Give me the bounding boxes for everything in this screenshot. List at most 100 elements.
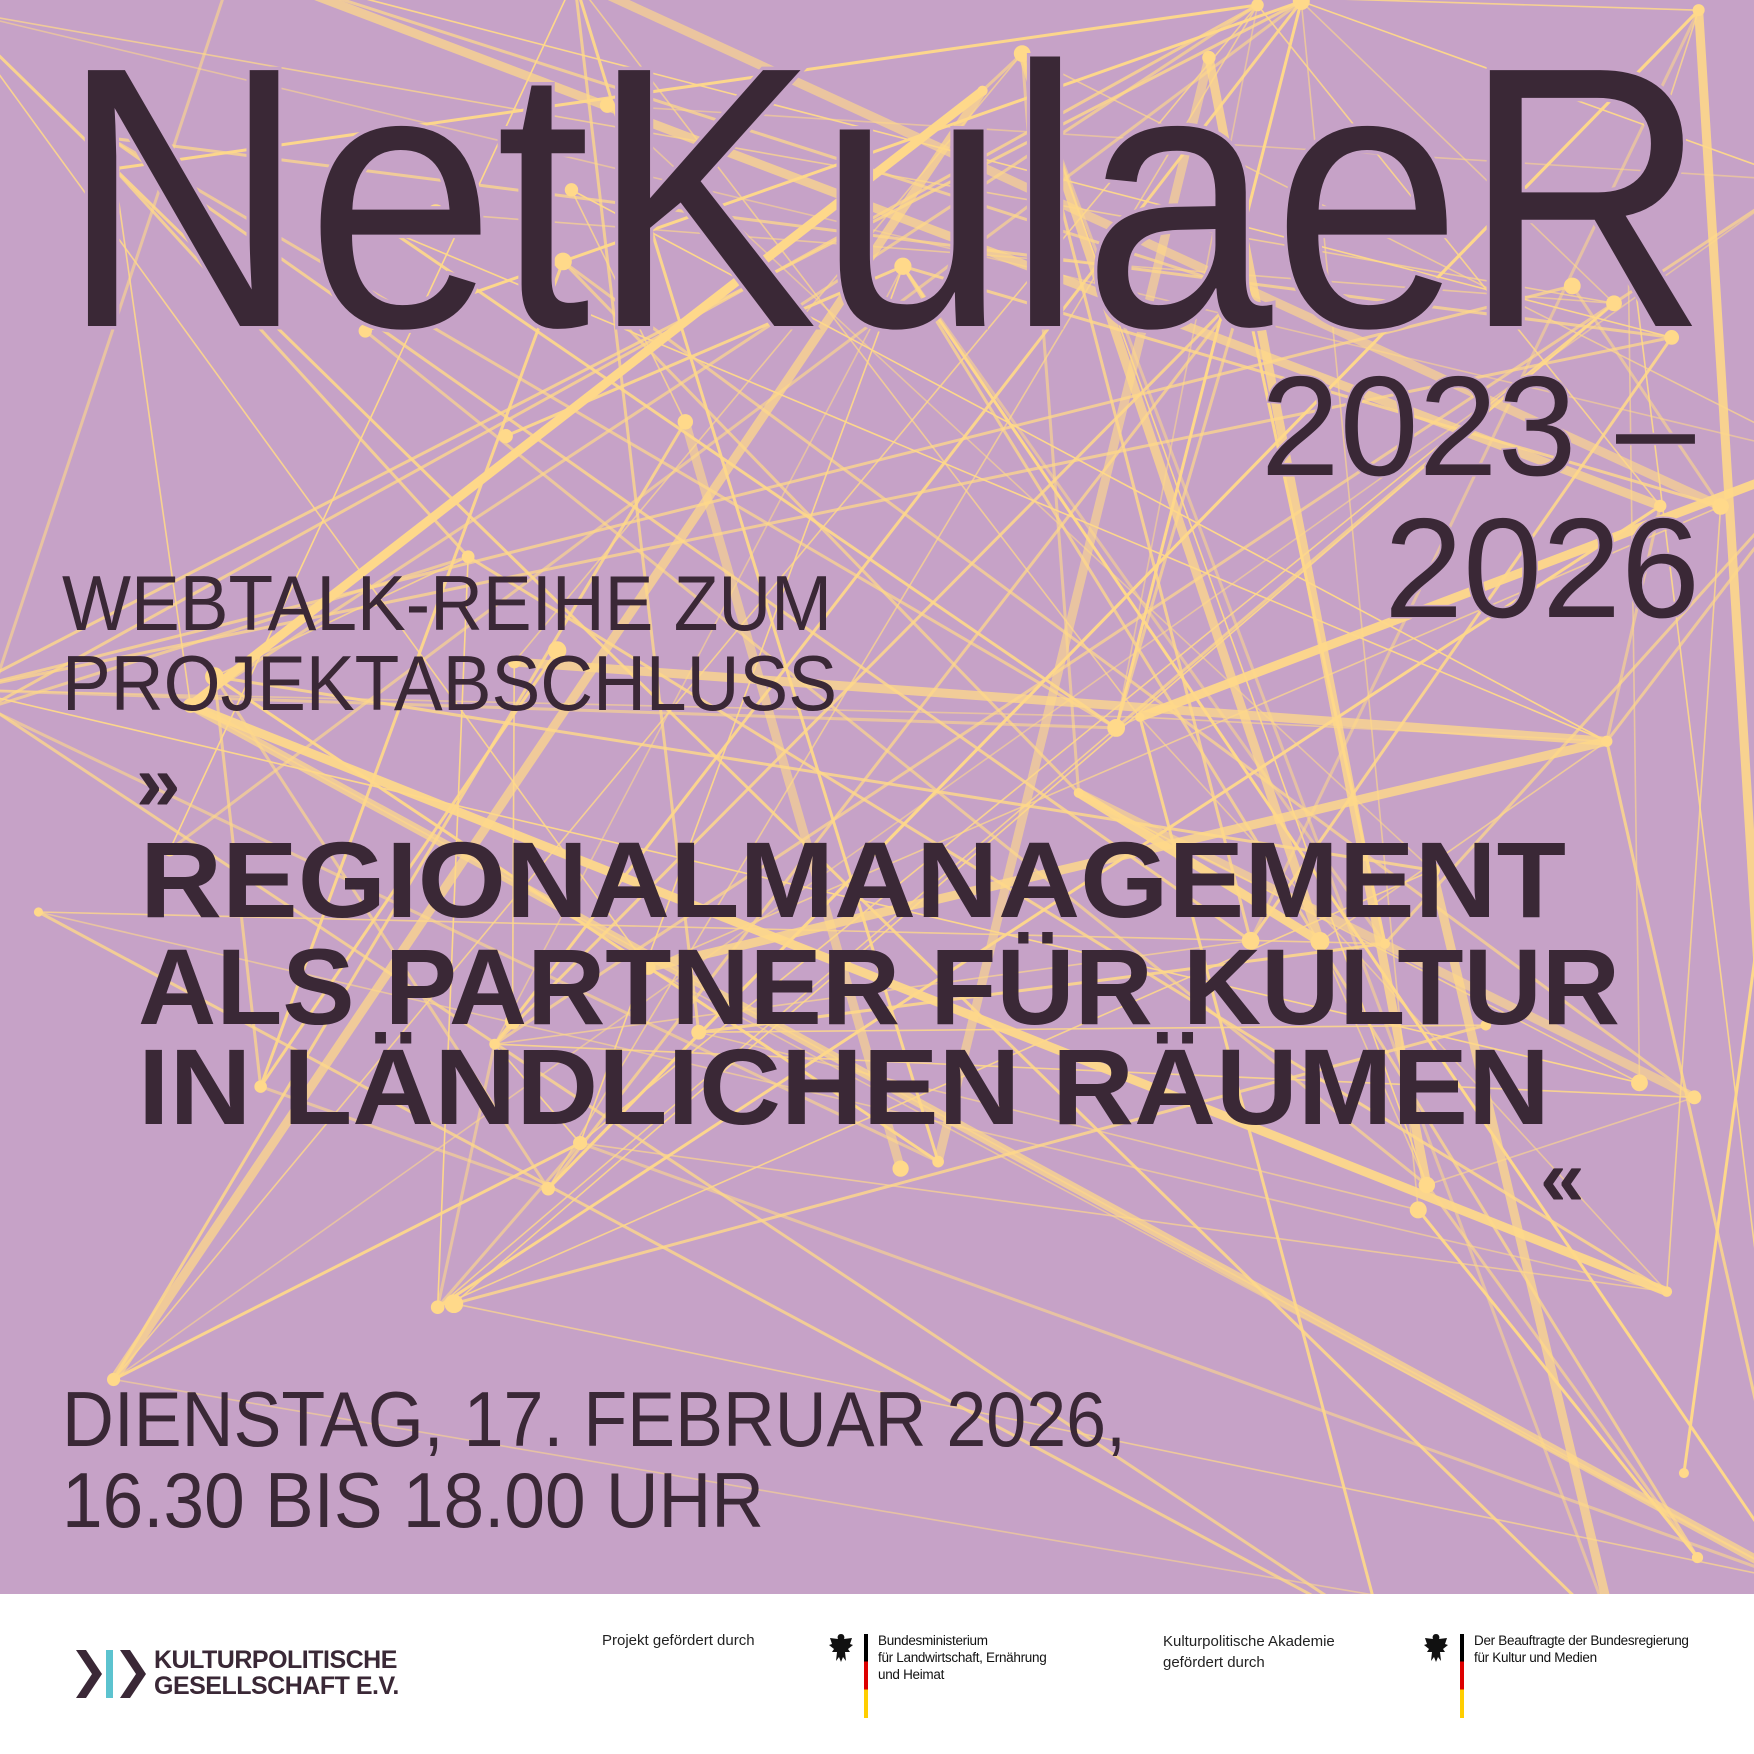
federal-eagle-icon [1424,1634,1448,1662]
network-line [1694,9,1754,975]
network-line [214,556,469,678]
network-node [1310,932,1330,951]
network-node [1622,220,1634,233]
network-line [1204,56,1432,1186]
network-node [106,1372,121,1387]
network-node [1202,50,1216,65]
ministry-line-2: für Landwirtschaft, Ernährung [878,1650,1047,1665]
network-node [640,960,656,975]
subtitle-line-1: WEBTALK-REIHE ZUM [62,559,832,647]
network-node [691,1024,707,1040]
network-line [188,701,1669,1296]
network-line [493,265,904,1045]
network-line [579,1142,1667,1293]
network-node [1606,295,1622,312]
network-line [113,1378,1373,1594]
network-node [1480,1019,1492,1031]
network-node [385,225,397,237]
bkm-line-1: Der Beauftragte der Bundesregierung [1474,1633,1689,1648]
bkm-name: Der Beauftragte der Bundesregierung für … [1474,1632,1689,1666]
network-line [0,17,1615,305]
network-line [453,1023,1487,1306]
topic-line-3: IN LÄNDLICHEN RÄUMEN [138,1026,1550,1147]
network-node [1691,1551,1704,1564]
network-line [933,56,1214,1163]
network-line [1425,1184,1699,1559]
kpg-logo: KULTURPOLITISCHE GESELLSCHAFT E.V. [76,1647,436,1700]
network-line [390,230,1608,742]
network-line [0,697,1640,1084]
network-line [38,911,1668,1293]
network-node [547,641,567,660]
network-line [698,1031,1419,1211]
network-line [901,265,1699,1559]
network-line [579,266,904,1144]
network-node [677,414,694,430]
network-line [547,288,1246,1190]
network-node [894,257,912,275]
network-node [33,907,44,917]
network-line [437,727,1117,1308]
network-line [0,284,1573,683]
network-line [562,260,1696,1099]
network-node [427,204,445,222]
network-line [575,0,701,1033]
network-line [1249,336,1673,942]
network-line [1020,53,1253,942]
academy-line-2: gefördert durch [1163,1654,1265,1671]
network-node [1712,498,1729,515]
network-node [163,843,177,857]
kpg-name-line-2: GESELLSCHAFT E.V. [154,1672,399,1700]
network-node [1107,718,1126,737]
network-line [1605,505,1662,742]
network-node [102,130,118,146]
network-line [190,704,1754,1560]
network-line [168,0,1303,852]
network-line [0,74,649,969]
network-line [0,712,1327,1594]
network-line [436,504,1662,1309]
network-line [606,104,1434,871]
network-line [1020,53,1081,794]
network-node [1664,330,1680,345]
network-node [1409,1201,1427,1219]
network-line [112,167,470,558]
network-line [1020,53,1601,1594]
network-line [1344,0,1699,11]
network-line [1301,0,1754,166]
network-line [37,910,1313,1594]
network-line [547,9,1700,1190]
network-line [435,212,1615,305]
funded-by-label: Projekt gefördert durch [602,1632,755,1649]
network-line [364,0,1302,333]
network-line [38,911,1386,945]
network-line [213,675,939,1163]
network-line [1666,506,1722,1292]
network-line [1115,4,1259,729]
network-line [436,556,469,1308]
network-line [494,939,1251,1045]
network-line [113,168,192,706]
network-line [1417,1208,1699,1559]
topic-line-2: ALS PARTNER FÜR KULTUR [138,926,1620,1047]
network-line [108,136,1117,730]
network-node [1292,0,1310,10]
network-line [698,1024,1486,1034]
network-line [0,0,224,675]
network-line [366,0,1672,339]
network-line [902,264,1722,508]
network-line [112,4,1259,1381]
network-node [1237,282,1251,296]
network-line [214,675,1433,872]
network-line [547,4,1259,1190]
network-node [1678,1467,1689,1479]
close-quote: « [1540,1133,1585,1222]
network-line [511,661,516,1022]
network-line [1115,302,1615,730]
poster-artwork: NetKulaeR 2023 – 2026 WEBTALK-REIHE ZUM … [0,0,1754,1594]
years-line-1: 2023 – [1261,347,1695,506]
network-line [390,229,1118,730]
network-line [112,421,687,1381]
topic-line-1: REGIONALMANAGEMENT [140,819,1566,940]
network-node [1241,931,1260,950]
